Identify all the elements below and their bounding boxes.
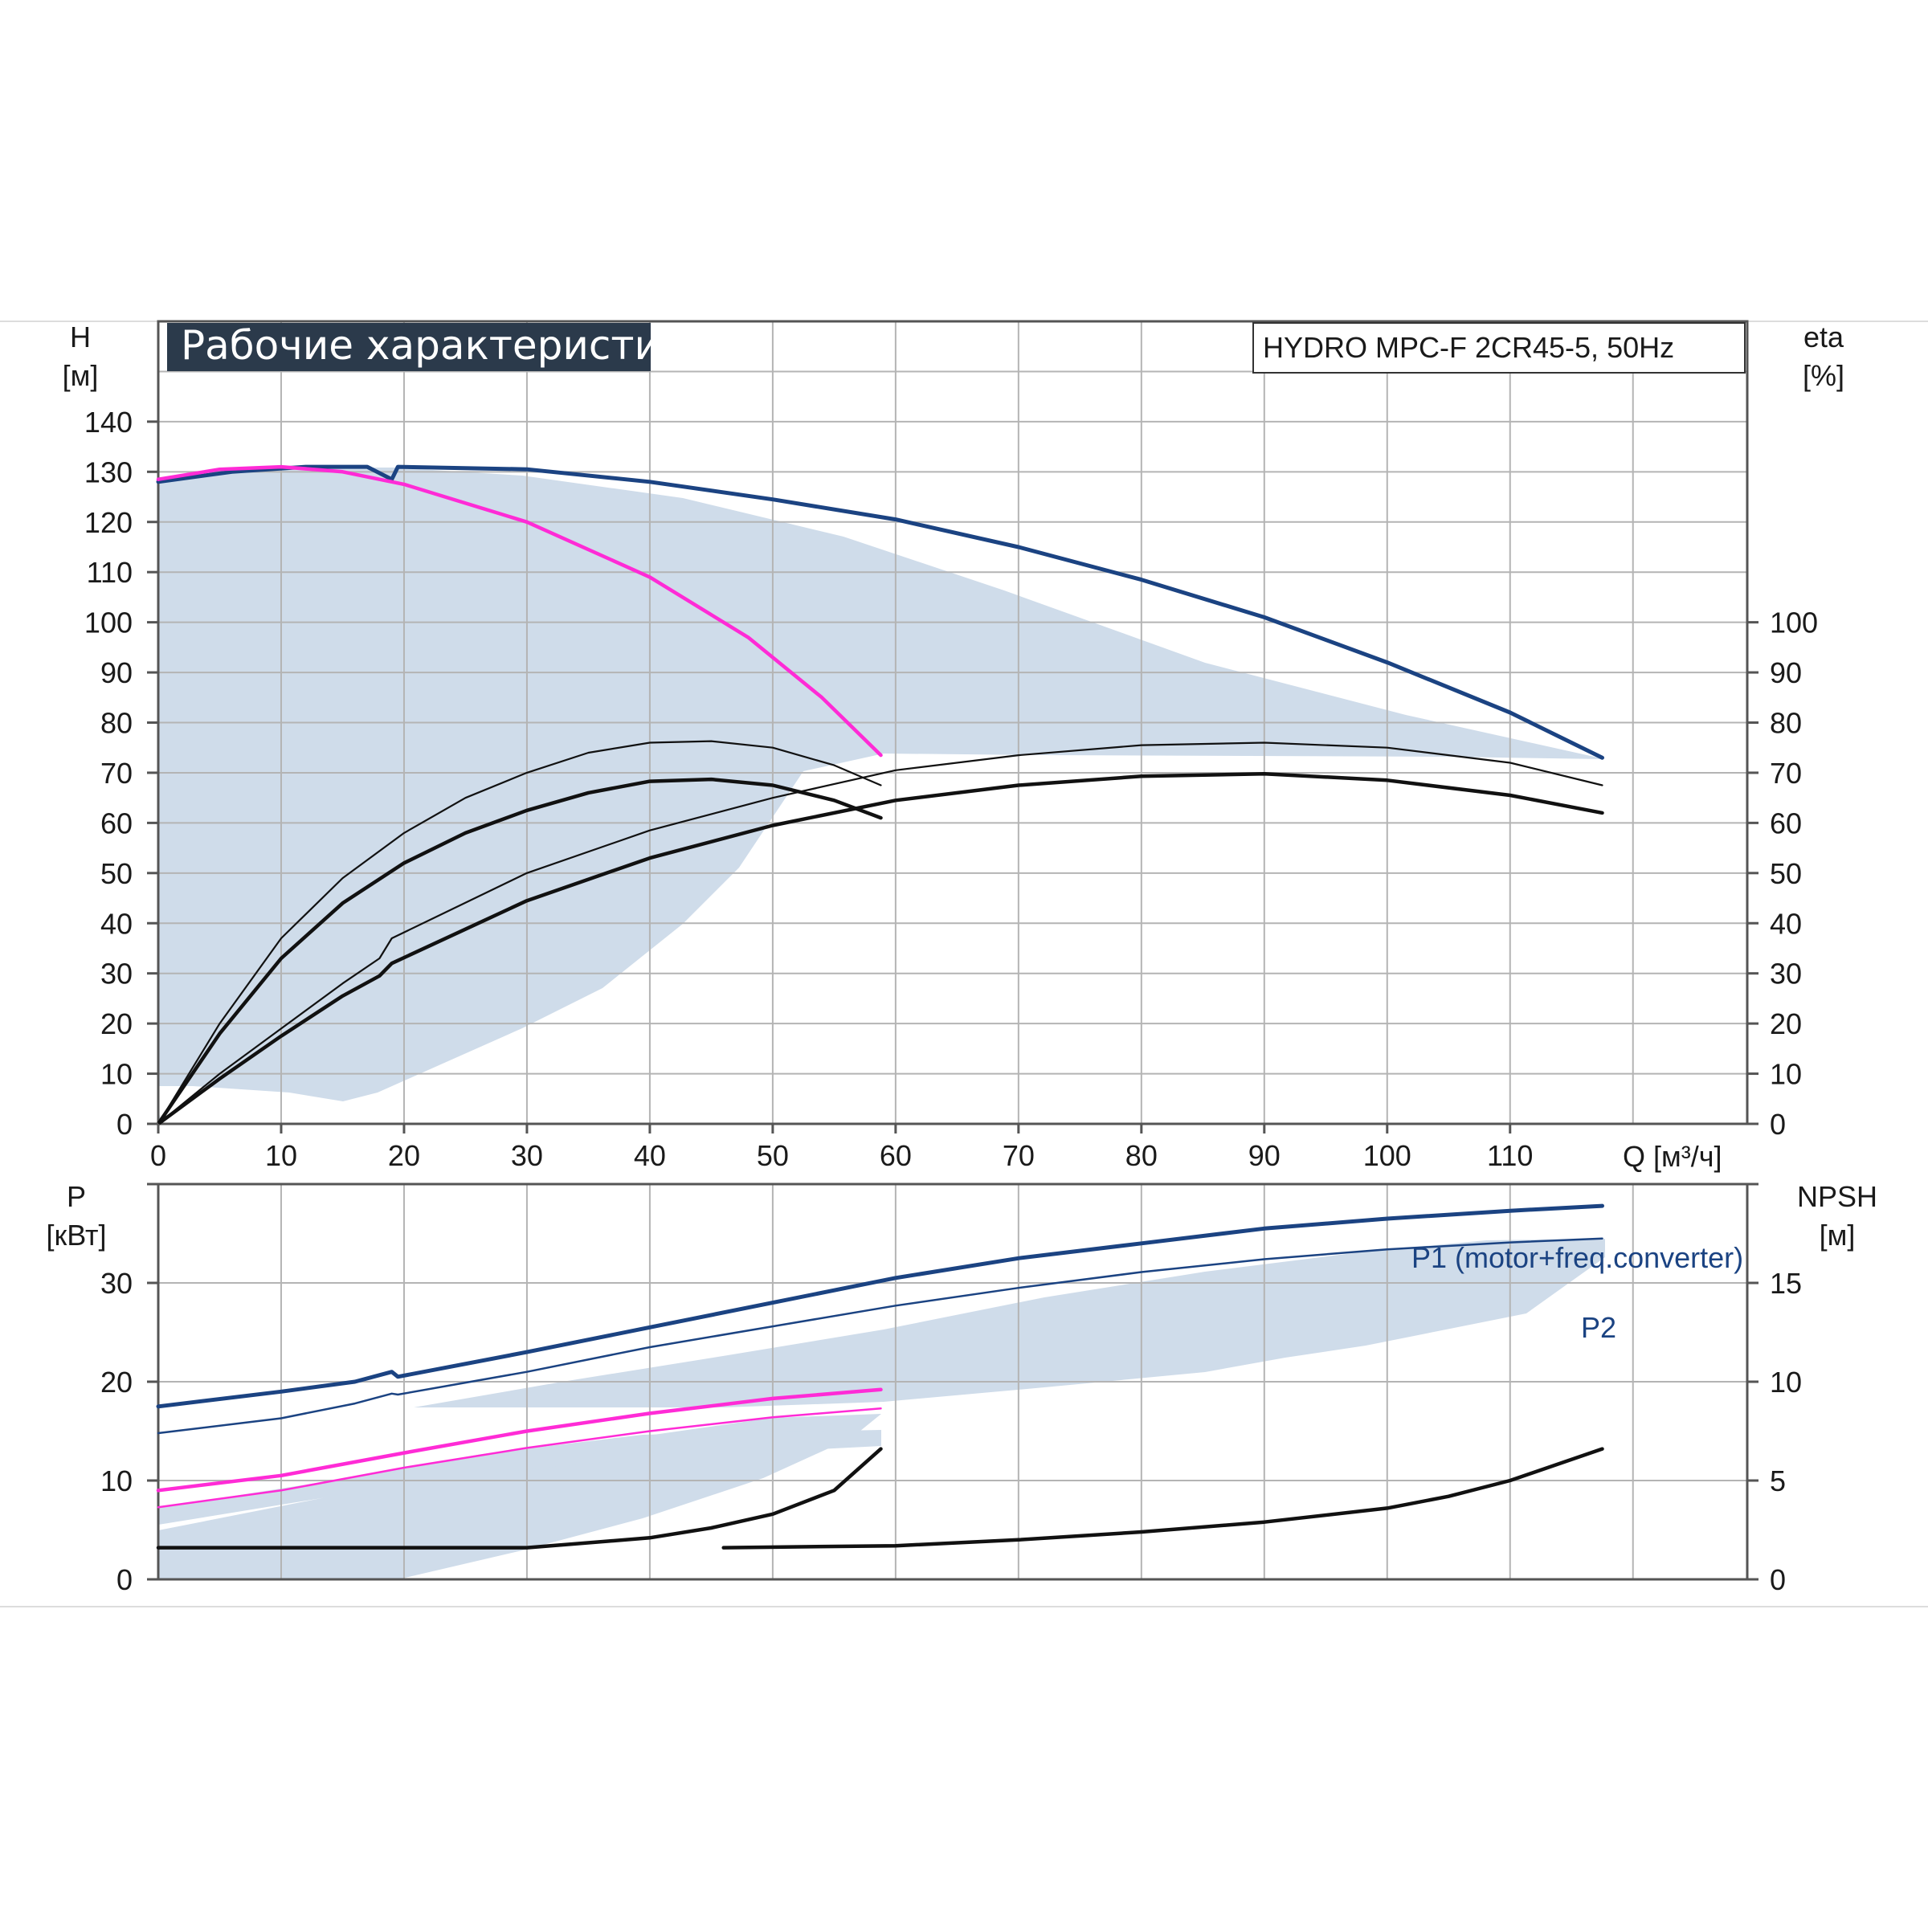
- tick-label: 100: [1770, 607, 1818, 639]
- power-axis-name: P: [67, 1180, 86, 1213]
- tick-label: 70: [1770, 757, 1802, 790]
- tick-label: 110: [1487, 1139, 1533, 1172]
- tick-label: 110: [87, 556, 133, 589]
- tick-label: 120: [84, 506, 133, 539]
- model-label-box: [1252, 322, 1746, 374]
- chart-title-box: [167, 323, 651, 371]
- series-line-2: [157, 740, 882, 1125]
- head-axis-ticks: 0 10 20 30 40 50 60 70 80 90 100 110 120 130 140: [84, 406, 158, 1141]
- power-axis-unit: [кВт]: [46, 1219, 106, 1252]
- tick-label: 20: [100, 1007, 133, 1040]
- series-line-3: [156, 777, 883, 1126]
- tick-label: 10: [1770, 1366, 1802, 1399]
- tick-label: 10: [100, 1464, 133, 1497]
- tick-label: 20: [1770, 1007, 1802, 1040]
- tick-label: 10: [1770, 1058, 1802, 1091]
- eta-axis-name: eta: [1803, 321, 1844, 353]
- upper-operating-range: [158, 468, 1605, 1124]
- tick-label: 130: [84, 455, 133, 488]
- tick-label: 90: [100, 656, 133, 689]
- series-line-0: [156, 464, 1604, 760]
- tick-label: 90: [1770, 656, 1802, 689]
- series-line-3: [157, 1407, 882, 1509]
- tick-label: 30: [100, 958, 133, 991]
- tick-label: 15: [1770, 1267, 1802, 1300]
- flow-axis-ticks: 0 10 20 30 40 50 60 70 80 90 100 110: [150, 1124, 1533, 1172]
- series-line-2: [156, 1387, 883, 1493]
- tick-label: 40: [634, 1139, 666, 1172]
- lower-band-magenta: [158, 1430, 881, 1525]
- tick-label: 60: [1770, 807, 1802, 839]
- tick-label: 90: [1248, 1139, 1281, 1172]
- tick-label: 50: [757, 1139, 789, 1172]
- p2-curve-label: P2: [1581, 1311, 1616, 1344]
- tick-label: 0: [1770, 1108, 1786, 1141]
- tick-label: 5: [1770, 1464, 1786, 1497]
- series-line-4: [156, 1447, 883, 1550]
- tick-label: 0: [116, 1563, 133, 1596]
- p1-curve-label: P1 (motor+freq.converter): [1411, 1241, 1743, 1274]
- series-line-5: [721, 1447, 1604, 1550]
- lower-band-power: [414, 1239, 1605, 1407]
- tick-label: 50: [100, 857, 133, 890]
- series-line-0: [156, 1203, 1604, 1409]
- tick-label: 10: [265, 1139, 297, 1172]
- flow-axis-unit: Q [м³/ч]: [1623, 1140, 1722, 1173]
- npsh-axis-ticks: 0 5 10 15: [1747, 1182, 1802, 1596]
- tick-label: 80: [100, 707, 133, 740]
- model-label: HYDRO MPC-F 2CR45-5, 50Hz: [1263, 331, 1674, 364]
- tick-label: 10: [100, 1058, 133, 1091]
- tick-label: 0: [150, 1139, 166, 1172]
- tick-label: 60: [100, 807, 133, 839]
- tick-label: 50: [1770, 857, 1802, 890]
- tick-label: 70: [1003, 1139, 1035, 1172]
- tick-label: 100: [84, 607, 133, 639]
- tick-label: 60: [880, 1139, 912, 1172]
- tick-label: 0: [116, 1108, 133, 1141]
- head-axis-name: H: [70, 321, 91, 353]
- tick-label: 70: [100, 757, 133, 790]
- tick-label: 100: [1363, 1139, 1411, 1172]
- tick-label: 20: [388, 1139, 420, 1172]
- upper-curves: [156, 464, 1604, 1126]
- lower-panel: 0 10 20 30 0 5 10 15 P [кВт] NPSH [м] P1 (moto…: [46, 1180, 1877, 1596]
- upper-band-main: [158, 468, 1605, 1124]
- tick-label: 20: [100, 1366, 133, 1399]
- tick-label: 30: [100, 1267, 133, 1300]
- lower-curves: [156, 1203, 1604, 1550]
- tick-label: 40: [1770, 907, 1802, 940]
- npsh-axis-name: NPSH: [1797, 1180, 1877, 1213]
- series-line-5: [156, 771, 1604, 1126]
- tick-label: 40: [100, 907, 133, 940]
- head-axis-unit: [м]: [63, 359, 99, 392]
- tick-label: 0: [1770, 1563, 1786, 1596]
- npsh-axis-unit: [м]: [1820, 1219, 1856, 1252]
- tick-label: 80: [1125, 1139, 1158, 1172]
- series-line-4: [157, 741, 1603, 1125]
- series-line-1: [156, 464, 883, 758]
- series-line-1: [157, 1237, 1603, 1435]
- tick-label: 80: [1770, 707, 1802, 740]
- chart-title: Рабочие характеристики: [181, 322, 711, 369]
- upper-grid: [157, 321, 1747, 1125]
- lower-operating-range: [158, 1239, 1605, 1579]
- power-axis-ticks: 0 10 20 30: [100, 1182, 158, 1596]
- eta-axis-ticks: 0 10 20 30 40 50 60 70 80 90 100: [1747, 607, 1818, 1141]
- tick-label: 30: [511, 1139, 543, 1172]
- eta-axis-unit: [%]: [1803, 359, 1844, 392]
- tick-label: 140: [84, 406, 133, 439]
- tick-label: 30: [1770, 958, 1802, 991]
